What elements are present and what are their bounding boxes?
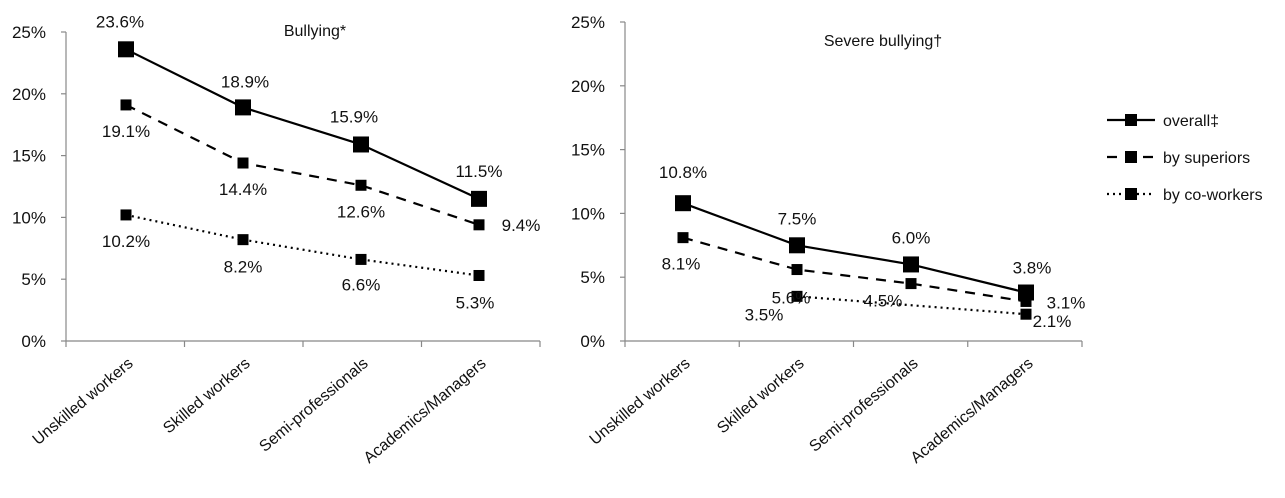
data-point bbox=[471, 190, 487, 207]
y-tick-label: 0% bbox=[21, 332, 46, 351]
y-tick-label: 25% bbox=[571, 13, 605, 32]
x-category-label: Academics/Managers bbox=[908, 355, 1037, 467]
data-label: 8.2% bbox=[224, 258, 263, 277]
x-category-label: Semi-professionals bbox=[256, 355, 371, 455]
data-point bbox=[355, 253, 367, 265]
legend-label: by superiors bbox=[1163, 150, 1250, 167]
legend-label: by co-workers bbox=[1163, 187, 1263, 204]
series-line bbox=[682, 202, 1027, 294]
data-label: 7.5% bbox=[778, 209, 817, 228]
data-point bbox=[675, 195, 691, 212]
data-label: 19.1% bbox=[102, 122, 150, 141]
x-category-label: Unskilled workers bbox=[30, 355, 137, 449]
data-label: 10.8% bbox=[659, 163, 707, 182]
legend-label: overall‡ bbox=[1163, 113, 1219, 130]
data-point bbox=[353, 136, 369, 153]
series-line bbox=[125, 213, 480, 277]
chart-severe-bullying: 0% 5% 10% 15% 20% 25% Unskilled workers Skilled… bbox=[571, 13, 1085, 467]
y-tick-label: 10% bbox=[571, 204, 605, 223]
legend-swatch-marker bbox=[1125, 151, 1137, 163]
data-point bbox=[677, 232, 689, 244]
data-point bbox=[118, 41, 134, 58]
y-tick-label: 20% bbox=[12, 85, 46, 104]
legend-swatch-marker bbox=[1125, 114, 1137, 126]
data-label: 2.1% bbox=[1033, 312, 1072, 331]
data-point bbox=[791, 264, 803, 276]
data-point bbox=[791, 290, 803, 302]
series-line bbox=[125, 48, 480, 200]
chart-title: Bullying* bbox=[284, 23, 346, 40]
data-point bbox=[235, 99, 251, 116]
data-point bbox=[355, 179, 367, 191]
y-tick-label: 15% bbox=[571, 141, 605, 160]
series-line bbox=[682, 236, 1027, 303]
data-label: 14.4% bbox=[219, 180, 267, 199]
data-point bbox=[473, 219, 485, 231]
y-tick-label: 5% bbox=[580, 268, 605, 287]
y-tick-label: 5% bbox=[21, 270, 46, 289]
data-label: 6.6% bbox=[342, 275, 381, 294]
x-category-label: Skilled workers bbox=[160, 355, 253, 437]
y-tick-label: 0% bbox=[580, 332, 605, 351]
data-label: 23.6% bbox=[96, 12, 144, 31]
data-label: 6.0% bbox=[892, 228, 931, 247]
data-label: 12.6% bbox=[337, 202, 385, 221]
data-point bbox=[1020, 295, 1032, 307]
y-tick-label: 25% bbox=[12, 23, 46, 42]
data-point bbox=[120, 99, 132, 111]
y-tick-label: 10% bbox=[12, 208, 46, 227]
data-point bbox=[237, 157, 249, 169]
x-category-label: Academics/Managers bbox=[361, 355, 490, 467]
x-category-label: Semi-professionals bbox=[806, 355, 921, 455]
series-line bbox=[796, 295, 1027, 316]
data-label: 18.9% bbox=[221, 72, 269, 91]
series-line bbox=[125, 103, 480, 226]
data-point bbox=[473, 269, 485, 281]
data-point bbox=[905, 278, 917, 290]
data-point bbox=[789, 237, 805, 254]
legend: overall‡ by superiors by co-workers bbox=[1107, 113, 1263, 204]
y-tick-label: 15% bbox=[12, 147, 46, 166]
data-label: 5.6% bbox=[772, 289, 811, 308]
x-category-label: Unskilled workers bbox=[587, 355, 694, 449]
data-label: 3.1% bbox=[1047, 293, 1086, 312]
data-point bbox=[903, 256, 919, 273]
data-label: 11.5% bbox=[456, 162, 503, 181]
data-label: 10.2% bbox=[102, 232, 150, 251]
data-point bbox=[1020, 308, 1032, 320]
chart-bullying: 0% 5% 10% 15% 20% 25% Unskilled workers Skilled… bbox=[12, 12, 541, 467]
data-label: 3.8% bbox=[1013, 259, 1052, 278]
data-label: 4.5% bbox=[864, 292, 903, 311]
data-label: 5.3% bbox=[456, 293, 495, 312]
chart-title: Severe bullying† bbox=[824, 33, 942, 50]
data-label: 3.5% bbox=[745, 305, 784, 324]
legend-swatch-marker bbox=[1125, 188, 1137, 200]
x-category-label: Skilled workers bbox=[714, 355, 807, 437]
data-label: 9.4% bbox=[502, 216, 541, 235]
y-tick-label: 20% bbox=[571, 77, 605, 96]
data-label: 8.1% bbox=[662, 255, 701, 274]
data-point bbox=[237, 234, 249, 246]
data-point bbox=[120, 209, 132, 221]
data-label: 15.9% bbox=[330, 107, 378, 126]
data-point bbox=[1018, 284, 1034, 301]
